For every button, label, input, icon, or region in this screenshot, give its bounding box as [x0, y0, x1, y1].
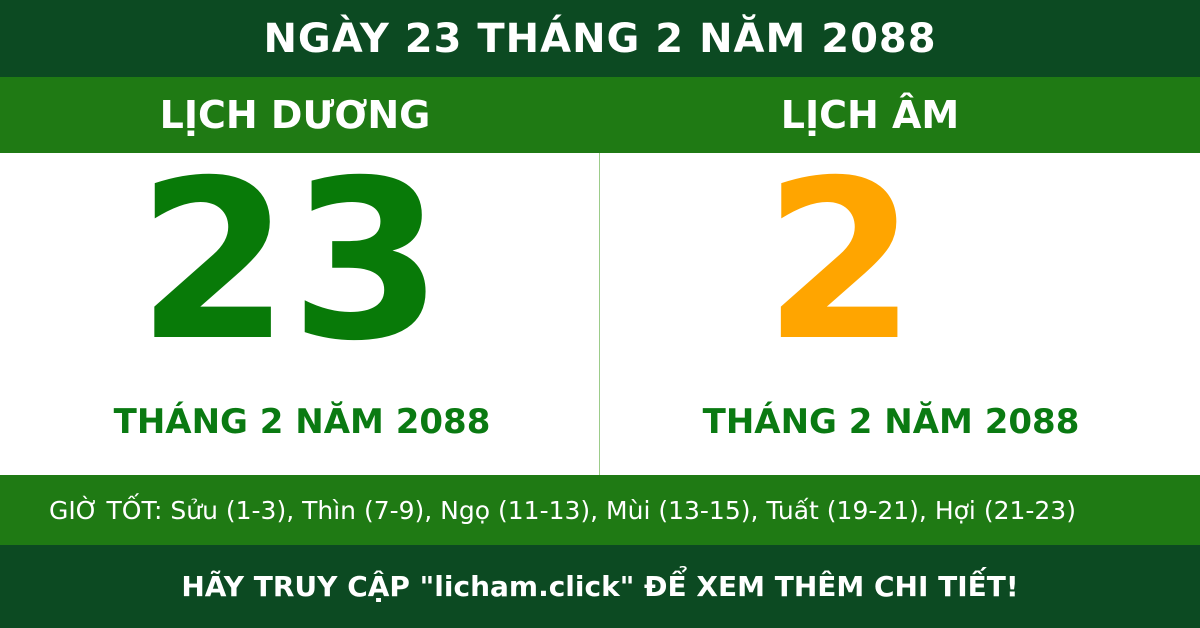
solar-month-year: THÁNG 2 NĂM 2088	[113, 402, 491, 442]
lunar-calendar-panel: 2 THÁNG 2 NĂM 2088	[600, 132, 1200, 475]
solar-calendar-header: LỊCH DƯƠNG	[159, 93, 431, 137]
lunar-day-number: 2	[763, 132, 917, 389]
good-hours-text: GIỜ TỐT: Sửu (1-3), Thìn (7-9), Ngọ (11-…	[49, 495, 1076, 525]
lunar-calendar-header: LỊCH ÂM	[780, 93, 960, 137]
calendar-header-row: LỊCH DƯƠNG LỊCH ÂM	[0, 77, 1200, 153]
lunar-month-year: THÁNG 2 NĂM 2088	[702, 402, 1080, 442]
call-to-action-text: HÃY TRUY CẬP "licham.click" ĐỂ XEM THÊM …	[181, 570, 1019, 603]
solar-calendar-panel: 23 THÁNG 2 NĂM 2088	[0, 132, 600, 475]
good-hours-bar: GIỜ TỐT: Sửu (1-3), Thìn (7-9), Ngọ (11-…	[0, 475, 1200, 545]
page-title: NGÀY 23 THÁNG 2 NĂM 2088	[263, 15, 937, 62]
top-banner: NGÀY 23 THÁNG 2 NĂM 2088	[0, 0, 1200, 77]
bottom-banner: HÃY TRUY CẬP "licham.click" ĐỂ XEM THÊM …	[0, 545, 1200, 628]
solar-day-number: 23	[136, 132, 444, 389]
